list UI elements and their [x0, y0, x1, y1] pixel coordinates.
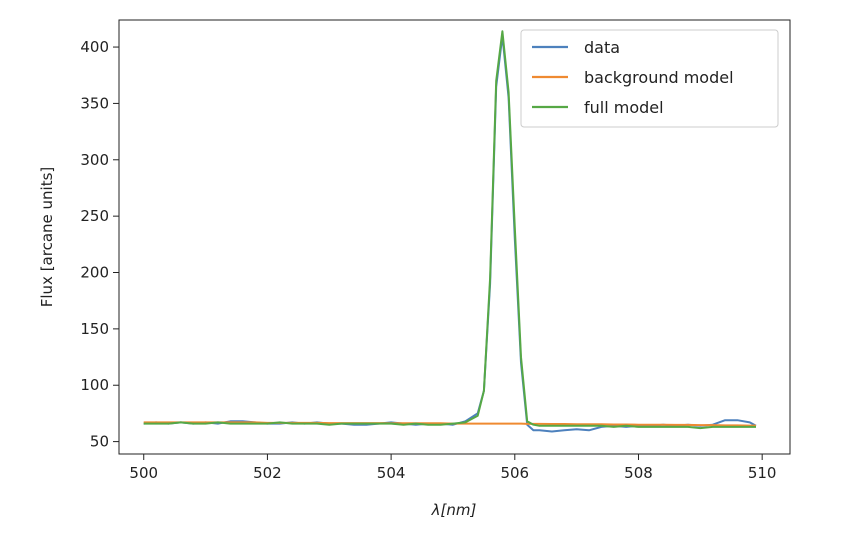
series-line-background-model [143, 421, 756, 427]
x-axis-label: λ[nm] [431, 501, 477, 519]
series-line-full-model [143, 30, 756, 430]
x-tick-label: 504 [377, 464, 406, 482]
x-tick-label: 508 [624, 464, 653, 482]
x-tick-label: 510 [748, 464, 777, 482]
legend: data background model full model [520, 29, 779, 128]
y-axis: 50 100 150 200 250 300 350 400 [80, 38, 119, 451]
y-tick-label: 250 [80, 207, 109, 225]
legend-label-full-model: full model [584, 98, 664, 117]
y-tick-label: 200 [80, 264, 109, 282]
y-tick-label: 400 [80, 38, 109, 56]
x-tick-label: 500 [129, 464, 158, 482]
x-tick-label: 506 [500, 464, 529, 482]
y-tick-label: 350 [80, 94, 109, 112]
y-tick-label: 100 [80, 376, 109, 394]
legend-box [520, 29, 779, 128]
series-lines [143, 30, 757, 433]
y-axis-label: Flux [arcane units] [38, 167, 56, 308]
x-tick-label: 502 [253, 464, 282, 482]
y-tick-label: 50 [90, 433, 109, 451]
legend-label-data: data [584, 38, 620, 57]
legend-label-background-model: background model [584, 68, 734, 87]
x-axis: 500 502 504 506 508 510 [129, 454, 776, 482]
y-tick-label: 300 [80, 151, 109, 169]
y-tick-label: 150 [80, 320, 109, 338]
